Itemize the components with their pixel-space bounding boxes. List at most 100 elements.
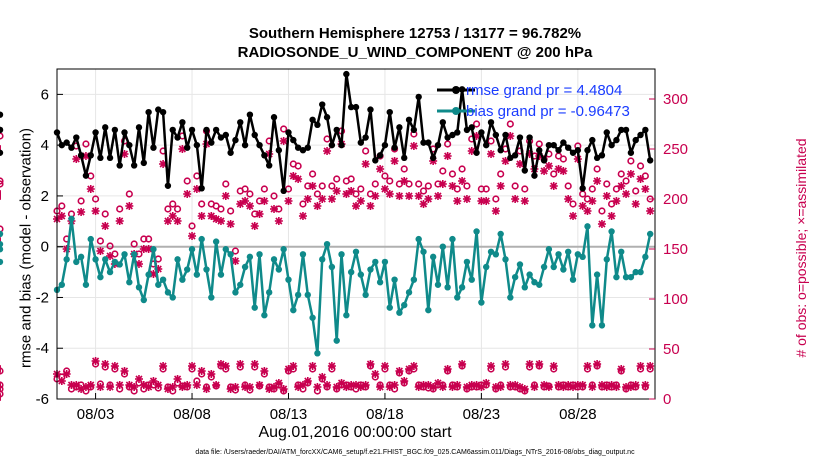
y2tick-label: 300 (663, 91, 688, 108)
bias-point (299, 251, 307, 258)
obs-possible-marker (0, 225, 4, 233)
obs-assimilated-marker (308, 182, 317, 190)
xtick-label: 08/23 (463, 406, 501, 423)
bias-point (270, 256, 278, 263)
obs-possible-marker (323, 135, 331, 143)
data-file-footer: data file: /Users/raeder/DAI/ATM_forcXX/… (195, 449, 635, 456)
obs-assimilated-marker (544, 162, 553, 170)
rmse-point (497, 147, 504, 154)
bias-point (401, 301, 408, 309)
rmse-point (618, 126, 625, 134)
obs-possible-marker (448, 170, 457, 178)
bias-point (531, 279, 538, 286)
obs-assimilated-marker (245, 202, 254, 210)
obs-assimilated-marker (395, 192, 404, 200)
obs-assimilated-marker (405, 192, 414, 200)
obs-assimilated-marker (250, 360, 259, 368)
rmse-point (73, 134, 80, 141)
bias-point (319, 256, 326, 263)
bias-point (434, 281, 442, 288)
obs-possible-marker (193, 172, 201, 180)
xtick-label: 08/28 (559, 406, 597, 423)
obs-assimilated-marker (125, 202, 134, 210)
bias-point (632, 268, 639, 276)
obs-assimilated-marker (583, 362, 592, 370)
obs-assimilated-marker (96, 247, 105, 255)
obs-assimilated-marker (130, 383, 139, 391)
obs-possible-marker (482, 185, 490, 193)
bias-point (203, 266, 210, 273)
obs-assimilated-marker (390, 157, 399, 165)
obs-assimilated-marker (496, 383, 505, 391)
bias-point (362, 291, 369, 299)
bias-point (483, 263, 490, 271)
bias-point (184, 266, 191, 273)
bias-point (97, 273, 104, 281)
obs-assimilated-marker (342, 190, 351, 198)
rmse-point (381, 141, 389, 149)
obs-assimilated-marker (443, 152, 452, 160)
ytick-label: 4 (41, 137, 49, 154)
obs-assimilated-marker (72, 155, 81, 163)
obs-assimilated-marker (279, 385, 288, 393)
obs-possible-marker (419, 187, 428, 195)
obs-assimilated-marker (308, 362, 317, 370)
obs-assimilated-marker (226, 220, 235, 228)
bias-point (420, 248, 427, 255)
rmse-point (545, 141, 553, 149)
rmse-point (227, 149, 234, 156)
obs-possible-marker (116, 205, 124, 213)
bias-point (391, 276, 398, 283)
bias-point (357, 271, 365, 278)
y2tick-label: 150 (663, 241, 688, 258)
obs-possible-marker (506, 120, 514, 128)
obs-assimilated-marker (458, 177, 467, 185)
obs-assimilated-marker (520, 197, 529, 205)
rmse-point (521, 167, 528, 174)
rmse-point (516, 134, 524, 141)
obs-possible-marker (106, 242, 114, 250)
obs-possible-marker (458, 165, 466, 173)
obs-assimilated-marker (409, 142, 418, 150)
rmse-point (540, 157, 548, 164)
obs-possible-marker (439, 167, 447, 175)
rmse-point (560, 139, 567, 146)
obs-possible-marker (357, 185, 365, 193)
rmse-point (642, 126, 649, 134)
obs-possible-marker (588, 185, 596, 193)
rmse-point (164, 182, 172, 189)
bias-point (405, 289, 413, 296)
bias-point (208, 294, 215, 301)
legend-rmse-marker (452, 86, 460, 94)
bias-point (328, 263, 336, 271)
rmse-point (222, 131, 229, 139)
rmse-point (376, 152, 384, 159)
bias-point (58, 281, 66, 288)
bias-point (68, 215, 75, 222)
series-layer (0, 70, 655, 401)
obs-assimilated-marker (409, 362, 418, 370)
rmse-point (579, 185, 586, 192)
bias-point (323, 240, 331, 248)
obs-possible-marker (424, 182, 432, 190)
obs-possible-marker (333, 175, 341, 183)
bias-point (188, 246, 196, 253)
rmse-point (593, 154, 601, 162)
rmse-point (68, 144, 75, 151)
obs-possible-marker (217, 205, 225, 213)
rmse-point (526, 134, 533, 141)
rmse-point (574, 147, 582, 154)
obs-assimilated-marker (86, 381, 95, 389)
bias-point (613, 273, 620, 281)
chart-title-line2: RADIOSONDE_U_WIND_COMPONENT @ 200 hPa (237, 44, 593, 61)
rmse-point (106, 154, 114, 162)
rmse-point (0, 126, 4, 134)
bias-point (449, 235, 456, 243)
obs-assimilated-marker (231, 383, 240, 391)
rmse-point (212, 126, 220, 134)
rmse-point (444, 134, 451, 141)
rmse-point (92, 129, 99, 136)
obs-assimilated-marker (294, 175, 303, 183)
obs-possible-marker (0, 367, 4, 375)
obs-possible-marker (347, 175, 355, 183)
